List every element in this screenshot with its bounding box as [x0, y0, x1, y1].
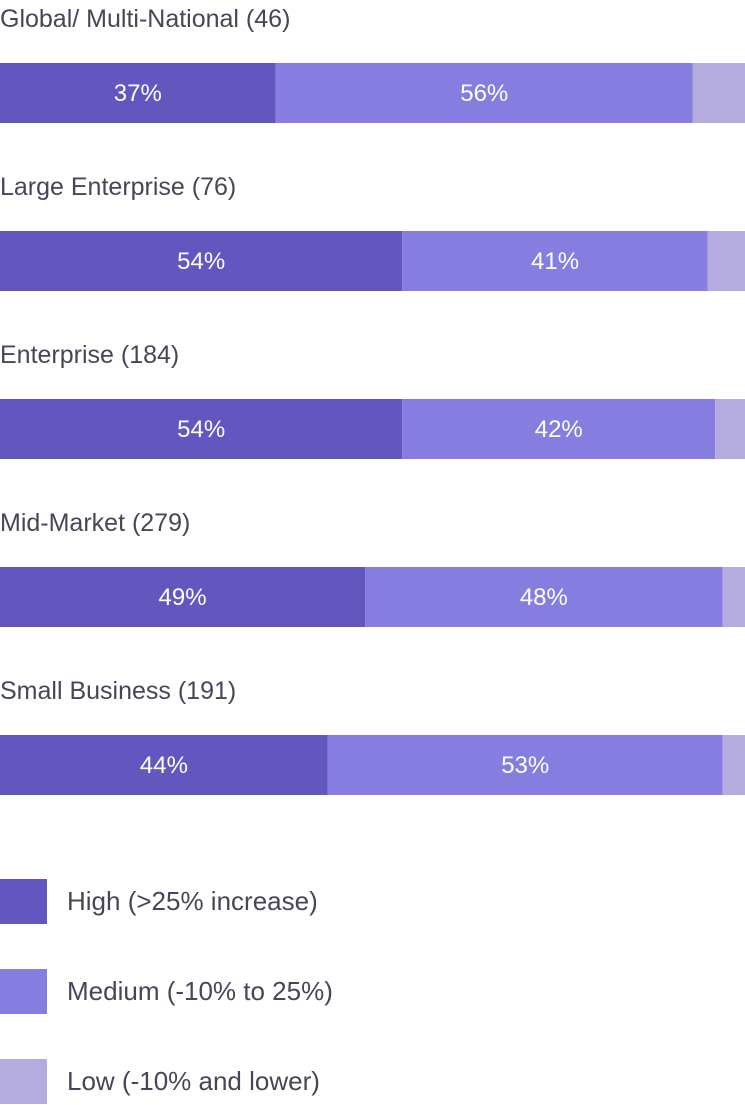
category-label: Large Enterprise (76) — [0, 173, 236, 201]
data-label: 53% — [501, 752, 549, 779]
legend-swatch-low — [0, 1059, 47, 1104]
category-label: Small Business (191) — [0, 677, 236, 705]
data-label: 54% — [177, 248, 225, 275]
bar-segment-high — [0, 735, 328, 795]
bar-segment-medium — [402, 399, 716, 459]
legend: High (>25% increase) Medium (-10% to 25%)… — [0, 879, 333, 1104]
legend-label-low: Low (-10% and lower) — [67, 1066, 320, 1096]
data-label: 54% — [177, 416, 225, 443]
category-label: Enterprise (184) — [0, 341, 179, 369]
category-label: Global/ Multi-National (46) — [0, 5, 290, 33]
bar-segment-low — [722, 735, 745, 795]
bar-segment-low — [722, 567, 745, 627]
bar-segment-low — [692, 63, 745, 123]
bar-segment-low — [707, 231, 745, 291]
data-label: 56% — [460, 80, 508, 107]
bar-segment-high — [0, 399, 403, 459]
bar-segment-medium — [275, 63, 693, 123]
bar-segment-medium — [365, 567, 723, 627]
data-label: 49% — [159, 584, 207, 611]
category-label: Mid-Market (279) — [0, 509, 190, 537]
data-label: 37% — [114, 80, 162, 107]
data-label: 42% — [535, 416, 583, 443]
data-label: 41% — [531, 248, 579, 275]
legend-label-medium: Medium (-10% to 25%) — [67, 976, 333, 1006]
data-label: 44% — [140, 752, 188, 779]
legend-swatch-high — [0, 879, 47, 924]
bar-segment-high — [0, 567, 366, 627]
bar-segment-medium — [402, 231, 708, 291]
bar-segment-high — [0, 231, 403, 291]
bar-segment-high — [0, 63, 276, 123]
legend-label-high: High (>25% increase) — [67, 886, 318, 916]
data-label: 48% — [520, 584, 568, 611]
bars-layer: Global/ Multi-National (46) 37% 56% Large E… — [0, 5, 745, 795]
bar-segment-low — [715, 399, 745, 459]
legend-swatch-medium — [0, 969, 47, 1014]
bar-segment-medium — [327, 735, 723, 795]
